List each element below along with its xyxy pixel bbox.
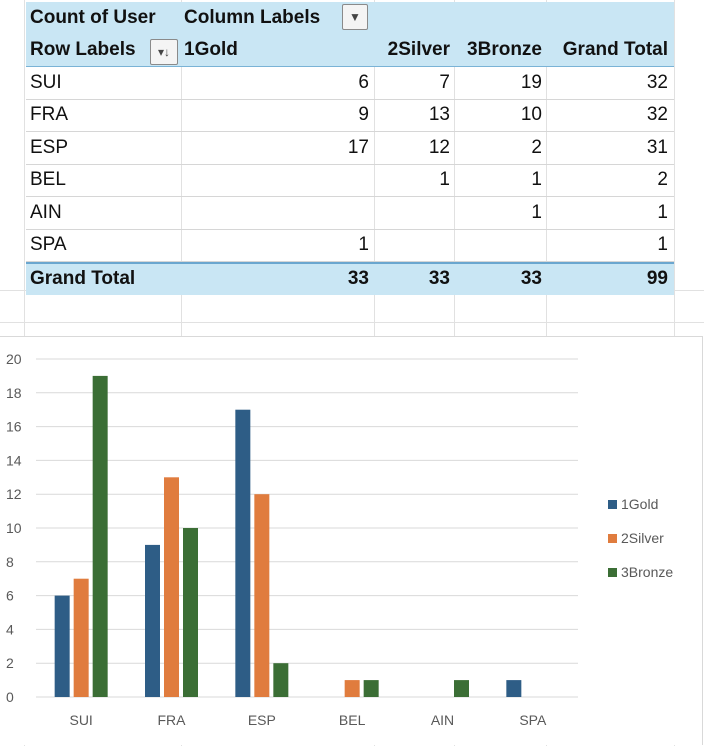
x-tick-label: BEL <box>339 712 366 728</box>
bar-3bronze-sui <box>92 375 108 697</box>
bar-3bronze-esp <box>273 663 289 697</box>
cell-gold[interactable] <box>184 165 369 197</box>
cell-total[interactable]: 1 <box>657 234 668 256</box>
cell-bronze[interactable] <box>454 230 542 262</box>
y-tick-label: 16 <box>6 419 22 435</box>
cell-bronze[interactable]: 10 <box>520 104 542 126</box>
bar-1gold-esp <box>235 409 251 697</box>
cell-silver[interactable] <box>376 197 450 229</box>
pivot-row-bel: BEL 1 1 2 <box>26 165 674 197</box>
x-tick-label: FRA <box>158 712 187 728</box>
y-tick-label: 20 <box>6 351 22 367</box>
row-label[interactable]: SPA <box>30 234 67 256</box>
pivot-header-row-1: Count of User Column Labels ▼ <box>26 2 674 35</box>
pivot-row-sui: SUI 6 7 19 32 <box>26 67 674 100</box>
y-tick-label: 10 <box>6 520 22 536</box>
x-tick-label: AIN <box>431 712 454 728</box>
legend-swatch-1gold <box>608 500 617 509</box>
row-labels-header[interactable]: Row Labels <box>30 39 136 61</box>
y-tick-label: 8 <box>6 554 14 570</box>
grand-total-silver[interactable]: 33 <box>428 268 450 290</box>
column-header-bronze[interactable]: 3Bronze <box>467 39 542 61</box>
x-tick-label: SPA <box>519 712 547 728</box>
legend-label-2silver: 2Silver <box>621 530 664 546</box>
cell-gold[interactable]: 1 <box>358 234 369 256</box>
cell-silver[interactable] <box>376 230 450 262</box>
cell-bronze[interactable]: 2 <box>531 136 542 158</box>
cell-total[interactable]: 32 <box>646 104 668 126</box>
row-label[interactable]: AIN <box>30 201 62 223</box>
filter-sort-icon: ▾↓ <box>157 44 171 59</box>
cell-gold[interactable]: 6 <box>358 71 369 93</box>
medal-chart[interactable]: 0 2 4 6 8 10 12 14 16 18 20 SUI FRA ESP BEL AIN SPA 1Gold… <box>0 336 703 745</box>
pivot-row-esp: ESP 17 12 2 31 <box>26 132 674 165</box>
cell-bronze[interactable]: 1 <box>531 201 542 223</box>
legend-label-1gold: 1Gold <box>621 496 658 512</box>
grand-total-bronze[interactable]: 33 <box>520 268 542 290</box>
pivot-row-spa: SPA 1 1 <box>26 230 674 262</box>
bar-2silver-fra <box>164 477 179 697</box>
bar-2silver-esp <box>254 494 270 697</box>
column-labels-filter-button[interactable]: ▼ <box>342 4 368 30</box>
cell-silver[interactable]: 13 <box>428 104 450 126</box>
cell-total[interactable]: 32 <box>646 71 668 93</box>
cell-total[interactable]: 1 <box>657 201 668 223</box>
y-tick-label: 0 <box>6 689 14 705</box>
x-tick-label: SUI <box>69 712 92 728</box>
grand-total-label[interactable]: Grand Total <box>30 268 136 290</box>
bar-2silver-bel <box>344 680 360 697</box>
cell-total[interactable]: 2 <box>657 169 668 191</box>
column-header-grand-total[interactable]: Grand Total <box>562 39 668 61</box>
pivot-table: Count of User Column Labels ▼ Row Labels… <box>26 2 674 295</box>
cell-gold[interactable]: 9 <box>358 104 369 126</box>
column-labels-header[interactable]: Column Labels <box>184 7 321 29</box>
cell-gold[interactable] <box>184 197 369 229</box>
pivot-row-ain: AIN 1 1 <box>26 197 674 230</box>
value-field-label[interactable]: Count of User <box>30 7 156 29</box>
grand-total-row: Grand Total 33 33 33 99 <box>26 262 674 295</box>
cell-bronze[interactable]: 1 <box>531 169 542 191</box>
bar-1gold-sui <box>54 595 70 697</box>
row-label[interactable]: SUI <box>30 71 62 93</box>
legend-swatch-2silver <box>608 534 617 543</box>
cell-silver[interactable]: 12 <box>428 136 450 158</box>
y-tick-label: 18 <box>6 385 22 401</box>
bar-1gold-fra <box>145 544 160 697</box>
y-tick-label: 4 <box>6 621 14 637</box>
row-label[interactable]: BEL <box>30 169 66 191</box>
cell-silver[interactable]: 1 <box>439 169 450 191</box>
bar-3bronze-ain <box>454 680 469 697</box>
y-tick-label: 2 <box>6 655 14 671</box>
bar-1gold-spa <box>506 680 522 697</box>
x-tick-label: ESP <box>248 712 276 728</box>
column-header-gold[interactable]: 1Gold <box>184 39 238 61</box>
legend-swatch-3bronze <box>608 568 617 577</box>
cell-gold[interactable]: 17 <box>347 136 369 158</box>
chart-svg: 0 2 4 6 8 10 12 14 16 18 20 SUI FRA ESP BEL AIN SPA 1Gold… <box>6 351 673 728</box>
legend-label-3bronze: 3Bronze <box>621 564 673 580</box>
cell-bronze[interactable]: 19 <box>520 71 542 93</box>
bar-2silver-sui <box>73 578 89 697</box>
bar-3bronze-bel <box>363 680 379 697</box>
grand-total-gold[interactable]: 33 <box>347 268 369 290</box>
row-labels-filter-sort-button[interactable]: ▾↓ <box>150 38 178 65</box>
y-tick-label: 6 <box>6 588 14 604</box>
pivot-row-fra: FRA 9 13 10 32 <box>26 100 674 132</box>
y-tick-label: 12 <box>6 486 22 502</box>
column-header-silver[interactable]: 2Silver <box>387 39 450 61</box>
chevron-down-icon: ▼ <box>349 10 361 24</box>
row-label[interactable]: FRA <box>30 104 68 126</box>
pivot-header-row-2: Row Labels ▾↓ 1Gold 2Silver 3Bronze Gran… <box>26 34 674 67</box>
cell-silver[interactable]: 7 <box>439 71 450 93</box>
cell-total[interactable]: 31 <box>646 136 668 158</box>
row-label[interactable]: ESP <box>30 136 69 158</box>
bar-3bronze-fra <box>183 528 198 697</box>
grand-total-all[interactable]: 99 <box>646 268 668 290</box>
y-tick-label: 14 <box>6 452 22 468</box>
